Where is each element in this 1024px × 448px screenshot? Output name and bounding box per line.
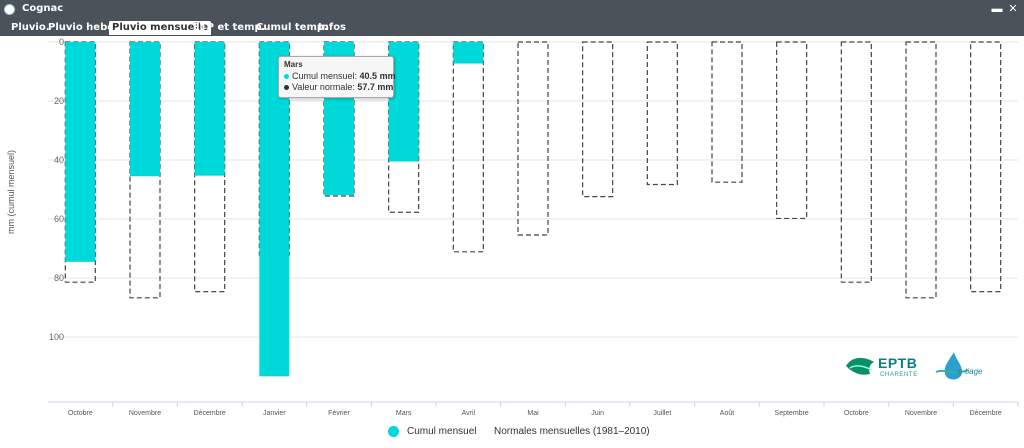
cumul-bar — [453, 42, 484, 64]
tooltip-row-normale: Valeur normale: 57.7 mm — [284, 82, 393, 93]
app-logo-icon — [4, 4, 15, 15]
axes: 0 20 40 60 80 100 mm (cumul mensuel) Octobre Nov… — [6, 37, 1019, 417]
tab-cumul-temp[interactable]: Cumul temp. — [256, 22, 328, 33]
eptb-sub: CHARENTE — [880, 372, 918, 378]
tooltip-title: Mars — [284, 60, 303, 69]
y-axis-title: mm (cumul mensuel) — [6, 150, 16, 234]
legend-label: Cumul mensuel — [407, 426, 477, 437]
legend-swatch-icon — [388, 426, 399, 437]
tab-bar: Pluvio. Pluvio hebdo Pluvio mensuelle ET… — [0, 20, 1024, 36]
series-dot-icon — [284, 85, 289, 91]
x-tick-label: Novembre — [129, 410, 161, 417]
x-tick-label: Juillet — [653, 410, 671, 417]
grid — [48, 41, 1018, 338]
x-tick-label: Janvier — [263, 410, 286, 417]
legend-item-cumul[interactable]: Cumul mensuel — [388, 426, 476, 437]
x-tick-label: Février — [328, 410, 350, 417]
x-tick-label: Décembre — [194, 410, 226, 417]
cumul-bar — [130, 42, 160, 177]
x-tick-label: Mai — [527, 410, 539, 417]
tooltip-row-cumul: Cumul mensuel: 40.5 mm — [284, 71, 396, 82]
tooltip-value: 40.5 mm — [359, 71, 396, 81]
y-tick-label: 40 — [54, 155, 64, 165]
x-tick-label: Septembre — [775, 410, 809, 417]
y-tick-label: 60 — [54, 214, 64, 224]
minimize-icon[interactable]: ▬ — [991, 3, 1003, 15]
tooltip-value: 57.7 mm — [357, 82, 394, 92]
x-tick-label: Décembre — [970, 410, 1002, 417]
legend-item-normales[interactable]: Normales mensuelles (1981–2010) — [494, 426, 650, 437]
y-tick-label: 0 — [59, 37, 64, 47]
series-dot-icon — [284, 74, 289, 80]
x-tick-label: Octobre — [68, 410, 93, 417]
eptb-logo-icon — [846, 357, 874, 375]
etiage-logo-icon — [935, 352, 969, 380]
normal-bar — [452, 41, 484, 253]
normal-bar — [517, 41, 549, 236]
cumul-bar — [194, 42, 225, 176]
normal-bar — [646, 41, 678, 186]
y-tick-label: 20 — [54, 96, 64, 106]
normal-bar — [905, 41, 937, 299]
y-tick-label: 100 — [49, 332, 64, 342]
cumul-series — [65, 42, 484, 377]
x-tick-label: Novembre — [905, 410, 937, 417]
chart-tooltip: Mars Cumul mensuel: 40.5 mm Valeur norma… — [278, 56, 396, 98]
cumul-bar — [65, 42, 96, 262]
partner-logos: EPTB CHARENTE e-tiage — [840, 348, 1010, 388]
x-tick-label: Mars — [396, 410, 412, 417]
x-tick-label: Avril — [462, 410, 476, 417]
legend-label: Normales mensuelles (1981–2010) — [494, 426, 650, 437]
tab-pluvio-mensuelle[interactable]: Pluvio mensuelle — [109, 21, 211, 35]
normal-bar — [776, 41, 808, 220]
normal-bar — [711, 41, 743, 183]
tab-pluvio[interactable]: Pluvio. — [11, 22, 50, 33]
window-title: Cognac — [22, 3, 64, 14]
close-icon[interactable]: ✕ — [1008, 3, 1018, 15]
tooltip-label: Valeur normale: — [292, 82, 355, 92]
tab-pluvio-hebdo[interactable]: Pluvio hebdo — [48, 22, 122, 33]
tooltip-label: Cumul mensuel: — [292, 71, 358, 81]
tab-infos[interactable]: Infos — [318, 22, 347, 33]
normal-bar — [970, 41, 1002, 293]
x-tick-label: Juin — [591, 410, 604, 417]
normal-bar — [582, 41, 614, 198]
normal-bar — [840, 41, 872, 283]
eptb-name: EPTB — [878, 355, 918, 371]
y-tick-label: 80 — [54, 273, 64, 283]
x-tick-label: Août — [720, 410, 734, 417]
etiage-name: e-tiage — [958, 367, 983, 376]
title-bar: Cognac ▬ ✕ — [0, 0, 1024, 20]
tab-etp-temp[interactable]: ETP et temp. — [193, 22, 266, 33]
x-tick-label: Octobre — [844, 410, 869, 417]
